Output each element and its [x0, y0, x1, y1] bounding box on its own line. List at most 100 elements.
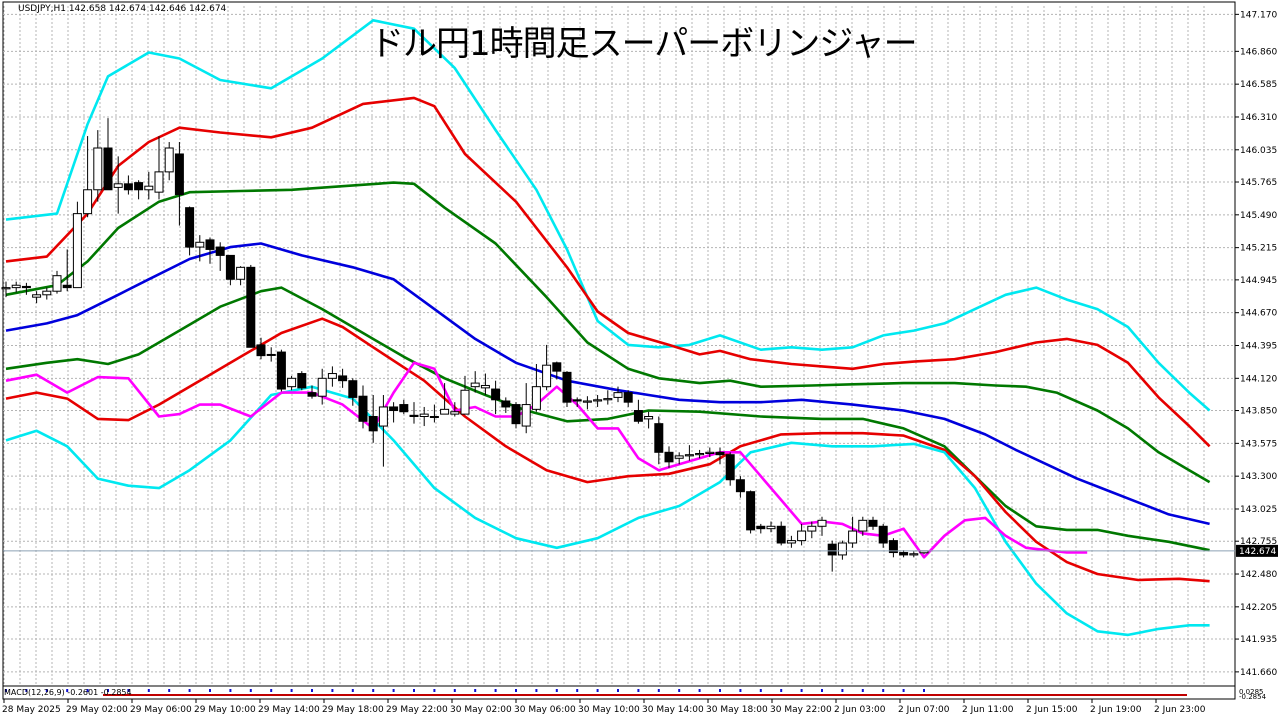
candle[interactable] — [72, 201, 82, 289]
candle[interactable] — [572, 397, 582, 407]
candle[interactable] — [307, 385, 317, 399]
candle[interactable] — [786, 535, 796, 548]
candle[interactable] — [42, 287, 52, 300]
candle[interactable] — [317, 368, 327, 405]
candle[interactable] — [174, 142, 184, 226]
candle[interactable] — [419, 406, 429, 427]
candle[interactable] — [358, 385, 368, 429]
candle[interactable] — [399, 399, 409, 415]
candle[interactable] — [103, 118, 113, 191]
candle-body-bear — [205, 239, 215, 250]
x-tick-label: 30 May 10:00 — [578, 705, 640, 715]
macd-histogram-bar — [739, 689, 742, 692]
candle[interactable] — [562, 371, 572, 407]
candle[interactable] — [378, 395, 388, 467]
candle[interactable] — [644, 411, 654, 429]
band-minus2 — [5, 317, 1210, 583]
candle[interactable] — [338, 368, 348, 388]
candle[interactable] — [858, 516, 868, 536]
candle[interactable] — [460, 375, 470, 415]
candle[interactable] — [144, 171, 154, 200]
candle[interactable] — [83, 136, 93, 218]
candle[interactable] — [297, 371, 307, 391]
candle[interactable] — [797, 523, 807, 546]
candle[interactable] — [746, 490, 756, 534]
candle[interactable] — [246, 264, 256, 348]
candle[interactable] — [287, 375, 297, 391]
candle[interactable] — [817, 516, 827, 536]
candle[interactable] — [848, 516, 858, 548]
candle[interactable] — [807, 521, 817, 539]
candle[interactable] — [1, 281, 11, 298]
candle[interactable] — [93, 130, 103, 202]
candle[interactable] — [236, 266, 246, 286]
candle[interactable] — [623, 390, 633, 407]
candle[interactable] — [715, 447, 725, 465]
candle[interactable] — [664, 446, 674, 468]
candle[interactable] — [756, 523, 766, 534]
x-tick-label: 30 May 18:00 — [706, 705, 768, 715]
candle[interactable] — [440, 383, 450, 415]
candle[interactable] — [389, 402, 399, 423]
candle[interactable] — [470, 371, 480, 393]
candle[interactable] — [633, 399, 643, 424]
candle[interactable] — [164, 142, 174, 181]
candle[interactable] — [450, 402, 460, 417]
candle[interactable] — [766, 521, 776, 533]
candle[interactable] — [501, 397, 511, 413]
candle[interactable] — [684, 445, 694, 461]
candle[interactable] — [113, 156, 123, 214]
candle[interactable] — [613, 386, 623, 403]
candle[interactable] — [542, 344, 552, 391]
candle[interactable] — [531, 363, 541, 412]
candle[interactable] — [868, 516, 878, 530]
candle[interactable] — [32, 291, 42, 304]
candle[interactable] — [827, 540, 837, 572]
candle[interactable] — [409, 402, 419, 424]
candle[interactable] — [429, 404, 439, 423]
candle[interactable] — [878, 523, 888, 548]
band-plus2 — [5, 96, 1211, 448]
candle[interactable] — [348, 378, 358, 406]
candle[interactable] — [368, 395, 378, 443]
candle[interactable] — [123, 175, 133, 195]
candle[interactable] — [888, 538, 898, 558]
candle[interactable] — [521, 383, 531, 434]
candle[interactable] — [276, 349, 286, 392]
candle[interactable] — [735, 476, 745, 498]
candle[interactable] — [154, 136, 164, 200]
candle[interactable] — [21, 282, 31, 295]
candle[interactable] — [215, 242, 225, 271]
candle[interactable] — [674, 452, 684, 465]
candle[interactable] — [593, 395, 603, 407]
candle[interactable] — [205, 237, 215, 264]
macd-histogram-bar — [290, 689, 293, 692]
y-tick-label: 145.765 — [1240, 178, 1277, 188]
candle[interactable] — [725, 452, 735, 486]
candle[interactable] — [195, 235, 205, 262]
candle[interactable] — [654, 416, 664, 465]
candle[interactable] — [552, 361, 562, 380]
candle[interactable] — [909, 551, 919, 558]
candle[interactable] — [266, 347, 276, 362]
candle[interactable] — [11, 281, 21, 293]
candle[interactable] — [185, 206, 195, 256]
candle[interactable] — [837, 540, 847, 560]
candle[interactable] — [52, 270, 62, 294]
candle[interactable] — [695, 449, 705, 459]
candle[interactable] — [134, 180, 144, 200]
candle[interactable] — [225, 254, 235, 286]
candle-body-bear — [174, 153, 184, 196]
candle[interactable] — [776, 521, 786, 546]
candle[interactable] — [511, 402, 521, 429]
candle[interactable] — [582, 396, 592, 410]
candle[interactable] — [256, 337, 266, 360]
candle[interactable] — [603, 390, 613, 405]
candle[interactable] — [62, 249, 72, 292]
candle[interactable] — [705, 447, 715, 458]
candle[interactable] — [327, 366, 337, 387]
candle[interactable] — [480, 373, 490, 396]
candle[interactable] — [491, 380, 501, 415]
